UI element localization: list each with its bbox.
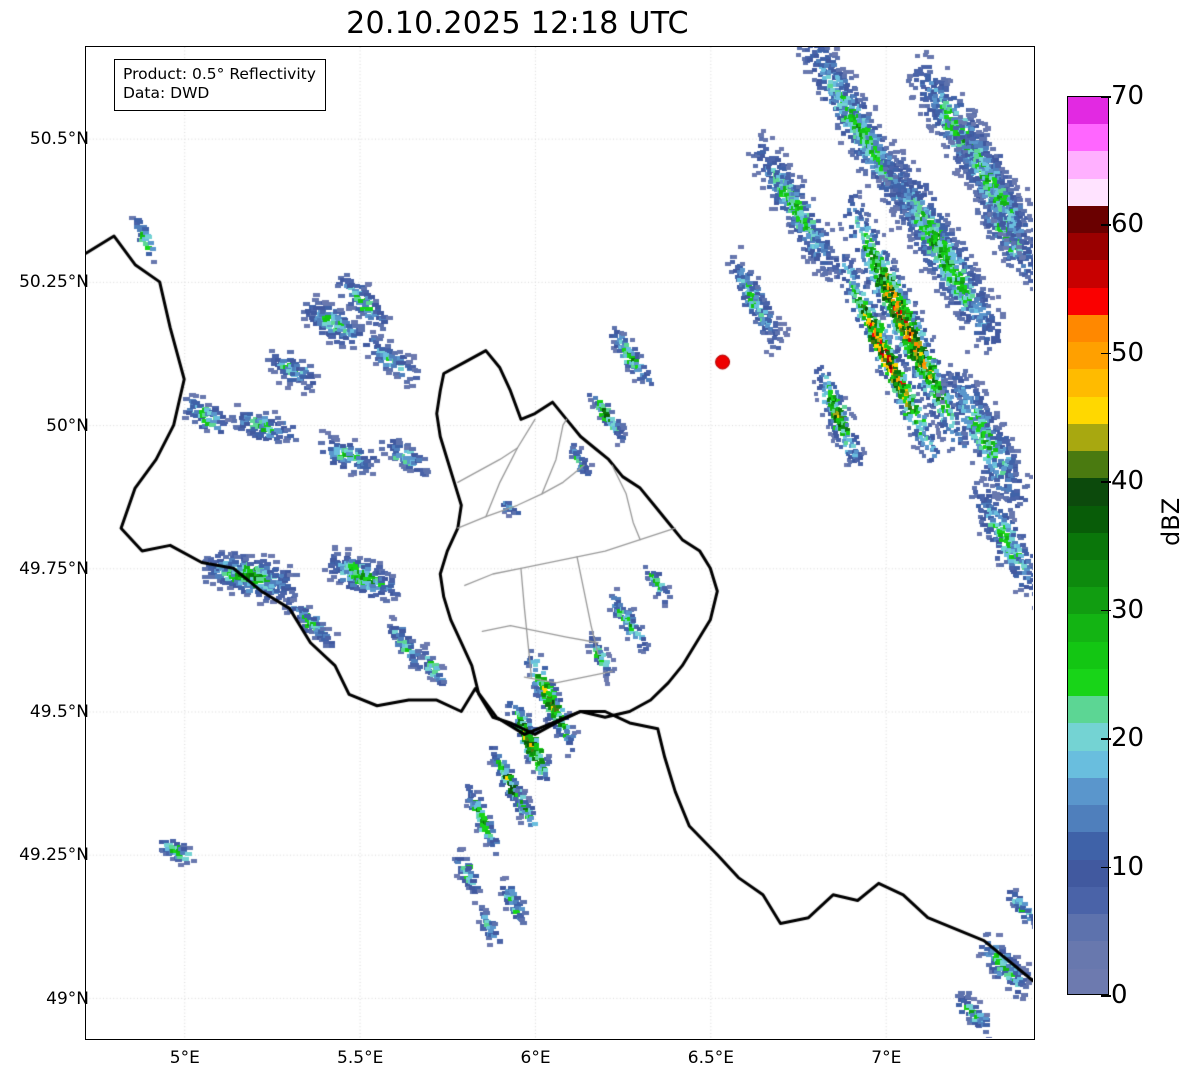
y-tick-label: 49.75°N	[19, 558, 89, 579]
x-tick-label: 5.5°E	[337, 1048, 384, 1068]
map-plot-area[interactable]: Product: 0.5° Reflectivity Data: DWD	[85, 46, 1035, 1040]
y-tick-label: 50.25°N	[19, 272, 89, 293]
radar-reflectivity-canvas	[86, 47, 1033, 1038]
colorbar-tick-mark	[1101, 352, 1111, 355]
radar-canvas-wrap	[86, 47, 1034, 1039]
colorbar-band	[1068, 396, 1108, 424]
page-title: 20.10.2025 12:18 UTC	[346, 6, 689, 41]
y-tick-label: 50°N	[46, 415, 89, 436]
colorbar-tick-label: 60	[1111, 209, 1145, 240]
colorbar-band	[1068, 97, 1108, 125]
colorbar-tick-label: 30	[1111, 594, 1145, 625]
colorbar-tick-label: 0	[1111, 980, 1128, 1010]
product-line: Product: 0.5° Reflectivity	[123, 65, 316, 83]
colorbar-band	[1068, 151, 1108, 179]
product-info-box: Product: 0.5° Reflectivity Data: DWD	[114, 59, 326, 111]
colorbar-band	[1068, 750, 1108, 778]
colorbar-band	[1068, 941, 1108, 969]
colorbar-band	[1068, 777, 1108, 806]
colorbar-band	[1068, 968, 1108, 994]
colorbar-tick-mark	[1101, 96, 1111, 98]
colorbar-band	[1068, 832, 1108, 860]
colorbar-band	[1068, 505, 1108, 533]
colorbar-band	[1068, 559, 1108, 588]
colorbar	[1067, 96, 1109, 995]
colorbar-tick-mark	[1101, 224, 1111, 227]
colorbar-tick-label: 70	[1111, 81, 1145, 111]
colorbar-band	[1068, 314, 1108, 343]
colorbar-tick-mark	[1101, 481, 1111, 483]
y-tick-label: 49°N	[46, 988, 89, 1009]
colorbar-tick-label: 20	[1111, 723, 1145, 754]
colorbar-band	[1068, 914, 1108, 942]
colorbar-tick-label: 10	[1111, 851, 1145, 882]
colorbar-band	[1068, 124, 1108, 152]
colorbar-band	[1068, 805, 1108, 833]
colorbar-label: dBZ	[1157, 497, 1185, 546]
x-tick-label: 7°E	[871, 1048, 902, 1068]
colorbar-band	[1068, 886, 1108, 915]
colorbar-band	[1068, 723, 1108, 751]
colorbar-band	[1068, 342, 1108, 370]
colorbar-band	[1068, 178, 1108, 206]
colorbar-tick-mark	[1101, 866, 1111, 869]
colorbar-band	[1068, 696, 1108, 724]
colorbar-tick-mark	[1101, 995, 1111, 997]
colorbar-band	[1068, 369, 1108, 397]
x-tick-label: 5°E	[169, 1048, 200, 1068]
y-tick-label: 49.25°N	[19, 845, 89, 866]
colorbar-tick-label: 50	[1111, 337, 1145, 368]
colorbar-band	[1068, 287, 1108, 315]
colorbar-band	[1068, 205, 1108, 234]
colorbar-band	[1068, 233, 1108, 261]
colorbar-tick-mark	[1101, 609, 1111, 612]
colorbar-band	[1068, 532, 1108, 560]
x-tick-label: 6.5°E	[687, 1048, 735, 1068]
colorbar-band	[1068, 614, 1108, 642]
data-source-line: Data: DWD	[123, 84, 210, 103]
colorbar-tick-mark	[1101, 738, 1111, 740]
y-tick-label: 50.5°N	[29, 129, 89, 150]
colorbar-band	[1068, 641, 1108, 669]
colorbar-band	[1068, 423, 1108, 452]
colorbar-tick-label: 40	[1111, 466, 1145, 497]
y-tick-label: 49.5°N	[29, 702, 89, 723]
colorbar-band	[1068, 668, 1108, 697]
colorbar-band	[1068, 859, 1108, 887]
colorbar-band	[1068, 451, 1108, 479]
colorbar-band	[1068, 260, 1108, 288]
x-tick-label: 6°E	[520, 1048, 551, 1068]
